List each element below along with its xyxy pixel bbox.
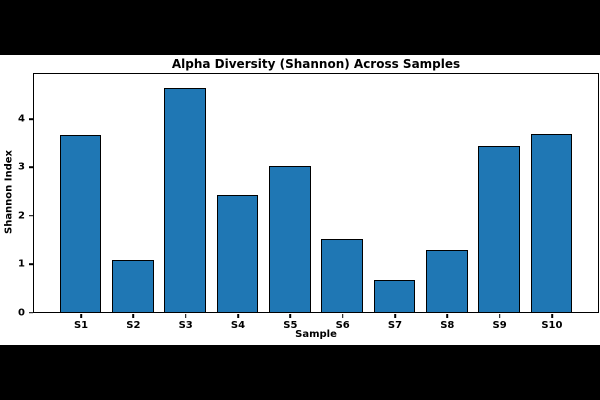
x-tick-label-S5: S5 xyxy=(283,320,298,331)
x-tick-label-S3: S3 xyxy=(178,320,193,331)
y-tick-label-0: 0 xyxy=(18,307,25,318)
x-tick-label-S7: S7 xyxy=(387,320,403,331)
x-tick-mark-S10 xyxy=(551,314,553,318)
x-tick-label-S8: S8 xyxy=(440,320,455,331)
bar-S2 xyxy=(111,260,154,312)
y-tick-mark-3 xyxy=(29,166,33,169)
y-tick-mark-2 xyxy=(29,214,33,217)
chart-title: Alpha Diversity (Shannon) Across Samples xyxy=(171,57,461,71)
y-tick-label-2: 2 xyxy=(18,210,25,222)
bar-S10 xyxy=(530,134,573,312)
x-tick-label-S4: S4 xyxy=(230,320,246,331)
y-tick-label-3: 3 xyxy=(18,161,25,173)
bar-S7 xyxy=(373,280,416,312)
x-tick-mark-S1 xyxy=(80,314,82,318)
x-tick-mark-S6 xyxy=(341,314,344,318)
chart-figure: Alpha Diversity (Shannon) Across Samples… xyxy=(0,55,600,345)
bar-S5 xyxy=(268,166,311,312)
x-tick-label-S6: S6 xyxy=(335,320,350,331)
bar-S8 xyxy=(425,250,468,312)
x-tick-mark-S5 xyxy=(289,314,292,318)
x-tick-mark-S8 xyxy=(446,314,449,318)
bar-S1 xyxy=(59,134,102,312)
x-tick-label-S2: S2 xyxy=(126,320,141,331)
bar-S9 xyxy=(478,146,521,312)
bar-S6 xyxy=(321,238,364,312)
x-tick-mark-S7 xyxy=(394,314,396,318)
x-tick-mark-S3 xyxy=(184,314,187,318)
y-tick-mark-0 xyxy=(29,311,33,314)
bar-S4 xyxy=(216,195,259,312)
y-tick-label-1: 1 xyxy=(18,258,25,270)
x-tick-mark-S4 xyxy=(237,314,239,318)
x-tick-label-S10: S10 xyxy=(541,320,563,331)
x-tick-label-S1: S1 xyxy=(73,320,89,331)
x-axis-label: Sample xyxy=(295,329,337,340)
x-tick-label-S9: S9 xyxy=(492,320,507,331)
y-tick-label-4: 4 xyxy=(18,113,25,125)
x-tick-mark-S2 xyxy=(132,314,135,318)
plot-area xyxy=(33,73,599,313)
y-tick-mark-4 xyxy=(29,118,33,120)
bar-S3 xyxy=(164,87,207,312)
x-tick-mark-S9 xyxy=(498,314,501,318)
y-tick-mark-1 xyxy=(29,263,33,265)
